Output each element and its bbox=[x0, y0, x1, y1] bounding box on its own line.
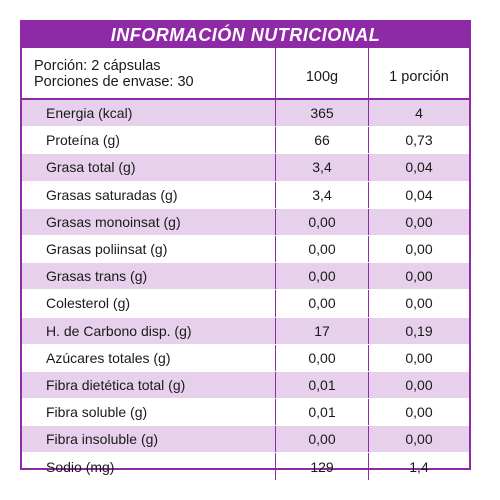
value-per-100g: 3,4 bbox=[275, 181, 368, 208]
table-row: Colesterol (g) 0,00 0,00 bbox=[22, 290, 469, 318]
column-header-100g: 100g bbox=[275, 48, 368, 98]
nutrient-label: Sodio (mg) bbox=[46, 458, 115, 475]
value-per-portion: 0,04 bbox=[368, 181, 469, 208]
table-row: Grasas monoinsat (g) 0,00 0,00 bbox=[22, 208, 469, 236]
serving-info: Porción: 2 cápsulas Porciones de envase:… bbox=[22, 48, 275, 98]
table-row: Grasas poliinsat (g) 0,00 0,00 bbox=[22, 235, 469, 264]
nutrient-label: Fibra soluble (g) bbox=[46, 404, 148, 421]
nutrient-label: H. de Carbono disp. (g) bbox=[46, 322, 192, 339]
value-per-100g: 0,00 bbox=[275, 344, 368, 371]
value-per-portion: 0,00 bbox=[368, 371, 469, 399]
table-row: Fibra dietética total (g) 0,01 0,00 bbox=[22, 371, 469, 400]
table-row: Grasas trans (g) 0,00 0,00 bbox=[22, 263, 469, 291]
value-per-100g: 0,00 bbox=[275, 263, 368, 290]
table-row: Grasas saturadas (g) 3,4 0,04 bbox=[22, 181, 469, 209]
nutrient-label: Grasas monoinsat (g) bbox=[46, 213, 181, 230]
value-per-portion: 0,00 bbox=[368, 208, 469, 235]
column-header-portion: 1 porción bbox=[368, 48, 469, 98]
nutrient-label: Fibra dietética total (g) bbox=[46, 376, 186, 393]
nutrient-rows: Energia (kcal) 365 4 Proteína (g) 66 0,73 Gras… bbox=[22, 100, 469, 481]
value-per-portion: 0,00 bbox=[368, 290, 469, 317]
table-row: Sodio (mg) 129 1,4 bbox=[22, 453, 469, 481]
portion-size-text: Porción: 2 cápsulas bbox=[34, 58, 161, 74]
value-per-100g: 129 bbox=[275, 453, 368, 480]
table-row: Energia (kcal) 365 4 bbox=[22, 100, 469, 128]
nutrient-label: Grasa total (g) bbox=[46, 159, 136, 176]
nutrient-label: Colesterol (g) bbox=[46, 295, 131, 312]
value-per-portion: 0,00 bbox=[368, 235, 469, 263]
nutrient-label: Fibra insoluble (g) bbox=[46, 431, 159, 448]
value-per-100g: 17 bbox=[275, 317, 368, 344]
value-per-portion: 0,73 bbox=[368, 127, 469, 154]
value-per-portion: 0,00 bbox=[368, 426, 469, 453]
value-per-portion: 0,00 bbox=[368, 399, 469, 426]
table-header: Porción: 2 cápsulas Porciones de envase:… bbox=[22, 48, 469, 100]
table-row: H. de Carbono disp. (g) 17 0,19 bbox=[22, 317, 469, 345]
value-per-100g: 66 bbox=[275, 127, 368, 154]
value-per-100g: 0,00 bbox=[275, 208, 368, 235]
value-per-portion: 0,00 bbox=[368, 344, 469, 371]
nutrient-label: Grasas trans (g) bbox=[46, 268, 148, 285]
nutrient-label: Grasas saturadas (g) bbox=[46, 186, 178, 203]
value-per-100g: 3,4 bbox=[275, 154, 368, 181]
table-row: Fibra soluble (g) 0,01 0,00 bbox=[22, 399, 469, 427]
value-per-100g: 0,00 bbox=[275, 290, 368, 317]
table-row: Grasa total (g) 3,4 0,04 bbox=[22, 154, 469, 182]
nutrition-title: INFORMACIÓN NUTRICIONAL bbox=[22, 22, 469, 48]
value-per-100g: 365 bbox=[275, 100, 368, 127]
value-per-100g: 0,01 bbox=[275, 371, 368, 399]
value-per-100g: 0,00 bbox=[275, 235, 368, 263]
value-per-portion: 0,04 bbox=[368, 154, 469, 181]
value-per-portion: 1,4 bbox=[368, 453, 469, 480]
nutrient-label: Energia (kcal) bbox=[46, 105, 133, 122]
table-row: Fibra insoluble (g) 0,00 0,00 bbox=[22, 426, 469, 454]
value-per-100g: 0,01 bbox=[275, 399, 368, 426]
servings-per-container-text: Porciones de envase: 30 bbox=[34, 74, 194, 90]
value-per-portion: 0,00 bbox=[368, 263, 469, 290]
table-row: Proteína (g) 66 0,73 bbox=[22, 127, 469, 155]
nutrient-label: Azúcares totales (g) bbox=[46, 349, 171, 366]
nutrition-facts-panel: INFORMACIÓN NUTRICIONAL Porción: 2 cápsu… bbox=[20, 20, 471, 481]
value-per-100g: 0,00 bbox=[275, 426, 368, 453]
table-row: Azúcares totales (g) 0,00 0,00 bbox=[22, 344, 469, 372]
value-per-portion: 0,19 bbox=[368, 317, 469, 344]
nutrient-label: Grasas poliinsat (g) bbox=[46, 241, 168, 258]
value-per-portion: 4 bbox=[368, 100, 469, 127]
nutrient-label: Proteína (g) bbox=[46, 132, 120, 149]
